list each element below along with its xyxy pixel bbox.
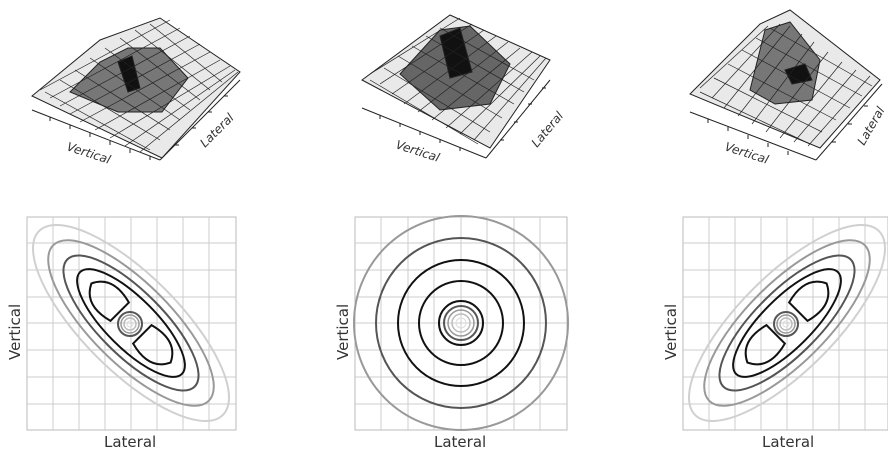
contour-light <box>353 215 569 431</box>
panel-center: Vertical Lateral Lateral Vertical <box>334 14 569 451</box>
contours <box>353 215 569 431</box>
surface-x-label: Vertical <box>65 140 113 167</box>
contour-inner-left <box>744 323 787 366</box>
contour-inner-right <box>131 323 174 366</box>
contour-y-label: Vertical <box>662 304 680 360</box>
surface-x-label: Vertical <box>394 138 442 165</box>
surface-plot-left: Vertical Lateral <box>31 17 241 167</box>
contours <box>688 224 886 422</box>
contour-light <box>47 239 215 407</box>
surface-axes <box>361 79 551 159</box>
contour-mid <box>718 254 856 392</box>
contour-faint <box>688 224 886 422</box>
surface-axes <box>31 79 241 161</box>
grid-lines <box>355 217 567 430</box>
contour-mid <box>375 237 547 409</box>
center-rings <box>117 311 143 337</box>
surface-gridlines <box>39 19 239 153</box>
contour-x-label: Lateral <box>762 433 814 451</box>
panel-right: Vertical Lateral Lat <box>662 9 888 451</box>
surface-y-label: Lateral <box>529 108 567 149</box>
surface-plot-right: Vertical Lateral <box>689 9 888 167</box>
surface-axes <box>689 83 883 161</box>
surface-x-label: Vertical <box>723 140 771 167</box>
contours <box>32 224 230 422</box>
contour-x-label: Lateral <box>104 433 156 451</box>
contour-dark <box>732 268 842 378</box>
contour-dark-outer <box>397 259 525 387</box>
center-rings <box>773 311 799 337</box>
contour-plot-left: Lateral Vertical <box>6 216 237 451</box>
surface-gridlines <box>699 23 873 147</box>
contour-dark-inner <box>418 280 504 366</box>
surface-dip <box>784 63 813 85</box>
surface-plot-center: Vertical Lateral <box>361 14 567 165</box>
contour-x-label: Lateral <box>434 433 486 451</box>
contour-light <box>703 239 871 407</box>
surface-peak <box>749 21 821 105</box>
contour-plot-center: Lateral Vertical <box>334 215 569 451</box>
contour-faint <box>32 224 230 422</box>
contour-inner-left <box>88 280 131 323</box>
contour-y-label: Vertical <box>6 304 24 360</box>
contour-dark <box>76 268 186 378</box>
contour-plot-right: Lateral Vertical <box>662 216 888 451</box>
contour-inner-right <box>787 280 830 323</box>
contour-mid <box>62 254 200 392</box>
surface-gridlines <box>369 17 547 145</box>
contour-y-label: Vertical <box>334 304 352 360</box>
panel-left: Vertical Lateral <box>6 17 241 451</box>
